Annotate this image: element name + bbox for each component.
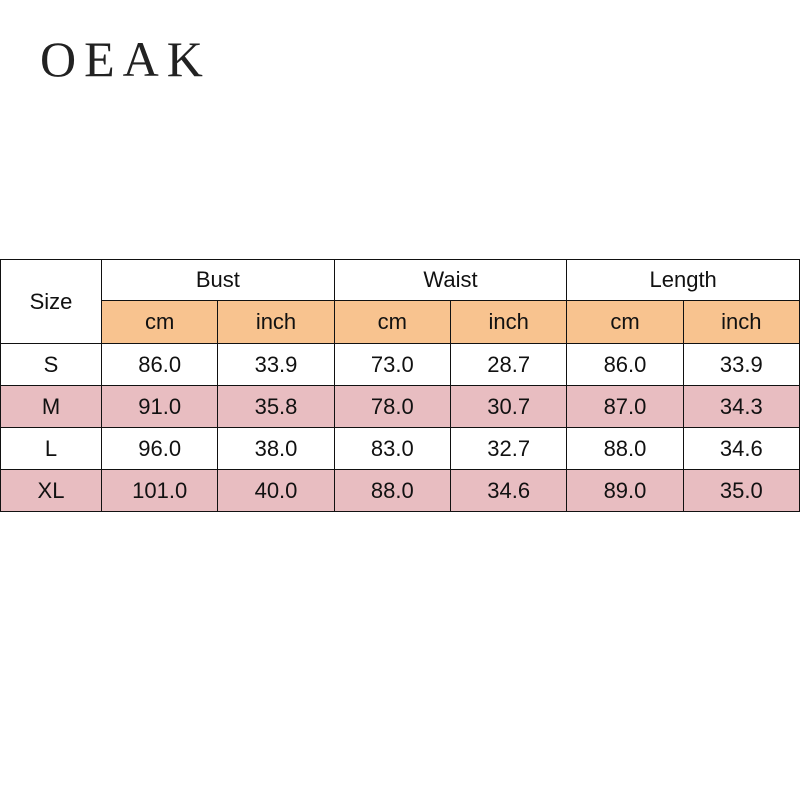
value-cell: 87.0 bbox=[566, 385, 684, 428]
value-cell: 38.0 bbox=[217, 427, 335, 470]
size-cell: XL bbox=[0, 469, 102, 512]
unit-header: inch bbox=[682, 300, 800, 344]
value-cell: 86.0 bbox=[566, 343, 684, 386]
header-row: Size Bust Waist Length bbox=[0, 259, 800, 344]
data-row: S 86.0 33.9 73.0 28.7 86.0 33.9 bbox=[0, 343, 800, 386]
value-cell: 33.9 bbox=[217, 343, 335, 386]
value-cell: 86.0 bbox=[100, 343, 219, 386]
value-cell: 96.0 bbox=[100, 427, 219, 470]
value-cell: 34.6 bbox=[449, 469, 568, 512]
value-cell: 101.0 bbox=[100, 469, 219, 512]
value-cell: 88.0 bbox=[333, 469, 451, 512]
value-cell: 40.0 bbox=[217, 469, 335, 512]
value-cell: 35.0 bbox=[682, 469, 800, 512]
size-table: Size Bust Waist Length cm inch cm inch cm inch S 86… bbox=[0, 259, 800, 512]
group-header: Bust bbox=[101, 259, 335, 301]
value-cell: 30.7 bbox=[449, 385, 568, 428]
group-header: Length bbox=[566, 259, 800, 301]
unit-header: cm bbox=[566, 300, 684, 344]
unit-header: cm bbox=[333, 300, 451, 344]
data-row: M 91.0 35.8 78.0 30.7 87.0 34.3 bbox=[0, 385, 800, 428]
unit-header: inch bbox=[449, 300, 568, 344]
value-cell: 32.7 bbox=[449, 427, 568, 470]
unit-header: inch bbox=[217, 300, 335, 344]
size-cell: M bbox=[0, 385, 102, 428]
brand-logo: OEAK bbox=[40, 31, 211, 87]
unit-row: cm inch cm inch cm inch bbox=[1, 300, 800, 344]
value-cell: 73.0 bbox=[333, 343, 451, 386]
value-cell: 83.0 bbox=[333, 427, 451, 470]
size-cell: L bbox=[0, 427, 102, 470]
value-cell: 34.3 bbox=[682, 385, 800, 428]
group-header: Waist bbox=[333, 259, 568, 301]
corner-cell: Size bbox=[0, 259, 102, 344]
size-cell: S bbox=[0, 343, 102, 386]
value-cell: 91.0 bbox=[100, 385, 219, 428]
value-cell: 88.0 bbox=[566, 427, 684, 470]
value-cell: 89.0 bbox=[566, 469, 684, 512]
value-cell: 28.7 bbox=[449, 343, 568, 386]
value-cell: 35.8 bbox=[217, 385, 335, 428]
data-row: XL 101.0 40.0 88.0 34.6 89.0 35.0 bbox=[0, 469, 800, 512]
unit-header: cm bbox=[100, 300, 219, 344]
value-cell: 34.6 bbox=[682, 427, 800, 470]
value-cell: 78.0 bbox=[333, 385, 451, 428]
value-cell: 33.9 bbox=[682, 343, 800, 386]
data-row: L 96.0 38.0 83.0 32.7 88.0 34.6 bbox=[0, 427, 800, 470]
